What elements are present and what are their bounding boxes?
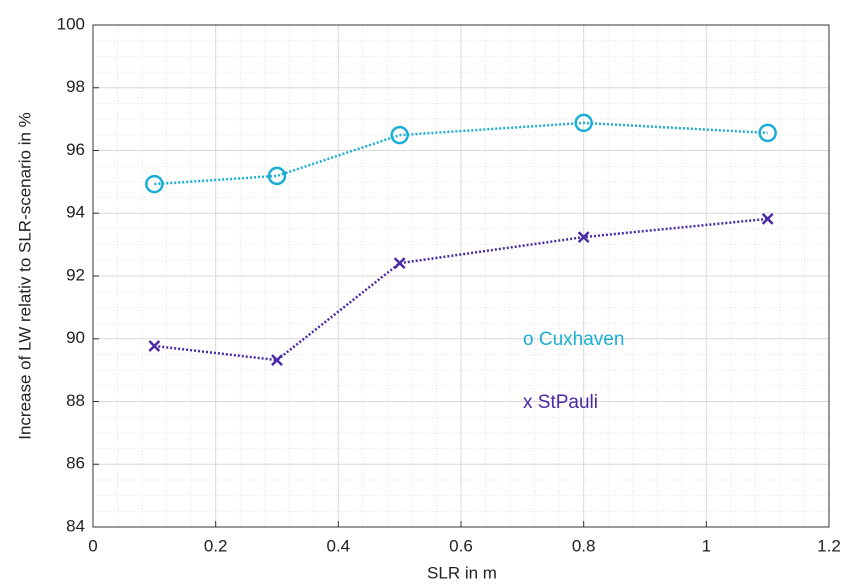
- y-tick-label: 86: [66, 454, 85, 473]
- x-tick-label: 0.8: [572, 536, 596, 555]
- point-marker: [267, 166, 287, 186]
- plot-frame: [92, 24, 830, 528]
- x-tick-label: 1: [702, 536, 711, 555]
- x-axis-label: SLR in m: [427, 563, 497, 582]
- y-tick-label: 94: [66, 203, 85, 222]
- y-tick-label: 100: [57, 14, 85, 33]
- y-tick-label: 92: [66, 265, 85, 284]
- x-tick-label: 0: [88, 536, 97, 555]
- point-marker: [271, 354, 283, 366]
- point-marker: [577, 231, 590, 243]
- y-tick-label: 96: [66, 140, 85, 159]
- point-marker: [145, 174, 164, 194]
- point-marker: [574, 113, 593, 133]
- y-tick-label: 90: [66, 328, 85, 347]
- point-marker: [393, 257, 406, 270]
- x-tick-label: 1.2: [817, 536, 841, 555]
- legend-annotation: o Cuxhaven: [523, 329, 624, 350]
- legend-annotation: x StPauli: [523, 392, 598, 413]
- point-marker: [761, 213, 774, 225]
- x-tick-label: 0.2: [204, 536, 228, 555]
- point-marker: [148, 340, 161, 352]
- y-tick-label: 88: [66, 391, 85, 410]
- point-marker: [758, 123, 777, 143]
- y-tick-label: 84: [66, 516, 85, 535]
- y-tick-label: 98: [66, 77, 85, 96]
- x-tick-label: 0.6: [449, 536, 473, 555]
- y-axis-label: Increase of LW relativ to SLR-scenario i…: [15, 112, 34, 440]
- series-line: [154, 121, 768, 186]
- x-tick-label: 0.4: [327, 536, 351, 555]
- point-marker: [390, 125, 409, 145]
